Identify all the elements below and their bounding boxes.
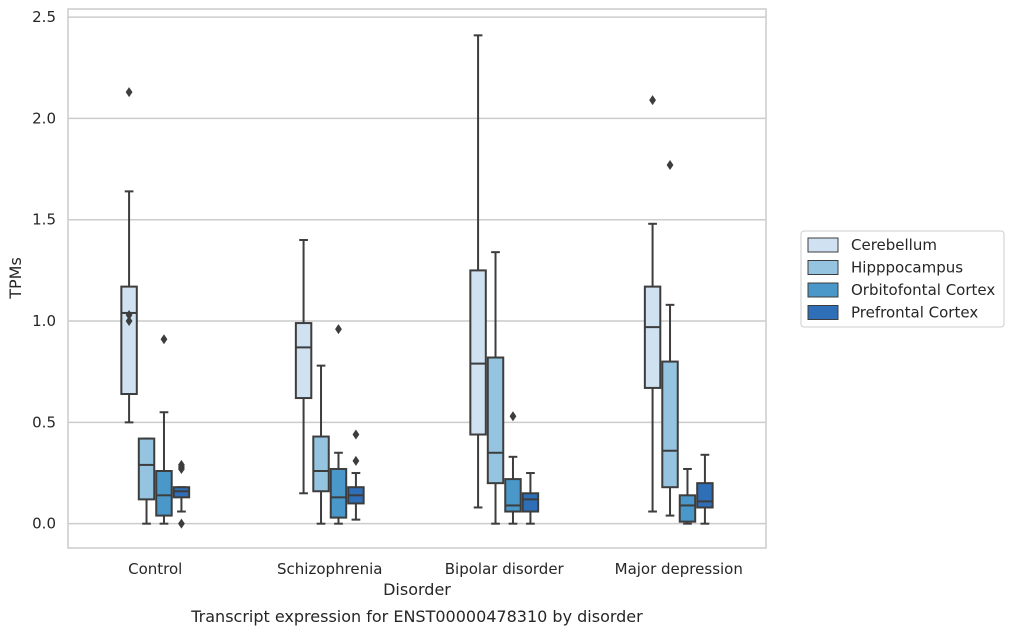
box-group: [294, 239, 313, 495]
box-group: [678, 467, 697, 525]
box-iqr: [521, 492, 540, 513]
box-group: [347, 429, 365, 521]
box-group: [329, 324, 348, 525]
legend-swatch: [807, 305, 839, 320]
legend-label: Prefrontal Cortex: [851, 304, 978, 322]
box-iqr: [312, 435, 330, 493]
x-tick-label: Bipolar disorder: [445, 560, 565, 578]
y-tick-label: 0.0: [32, 515, 56, 533]
legend-swatch: [807, 282, 839, 298]
gridlines: [68, 16, 766, 525]
outlier-point: [335, 324, 342, 335]
box-iqr: [155, 470, 173, 517]
x-tick-labels: Control Schizophrenia Bipolar disorder Majo…: [128, 560, 743, 578]
outlier-point: [666, 160, 674, 171]
box-iqr: [661, 360, 679, 489]
legend-box: [800, 230, 1005, 328]
box-iqr: [696, 482, 714, 509]
box-group: [137, 437, 156, 525]
outlier-point: [178, 518, 185, 529]
y-axis-title: TPMs: [6, 257, 25, 300]
box-group: [120, 87, 138, 424]
legend-label: Orbitofontal Cortex: [851, 281, 995, 299]
box-group: [155, 334, 173, 525]
x-axis-title: Disorder: [383, 580, 451, 599]
legend: Cerebellum Hipppocampus Orbitofontal Corte…: [800, 230, 1005, 328]
box-group: [469, 34, 487, 509]
boxes: [120, 34, 714, 529]
outlier-point: [509, 411, 517, 422]
box-group: [486, 251, 505, 525]
outlier-point: [160, 334, 168, 345]
outlier-point: [649, 95, 656, 106]
y-tick-label: 2.5: [32, 8, 56, 26]
legend-label: Cerebellum: [851, 236, 937, 254]
box-group: [643, 95, 662, 513]
legend-swatch: [807, 237, 839, 253]
box-iqr: [469, 269, 487, 436]
y-tick-label: 1.5: [32, 211, 56, 229]
box-group: [504, 411, 522, 525]
outlier-point: [178, 463, 185, 474]
outlier-point: [352, 429, 360, 440]
box-iqr: [137, 437, 156, 501]
box-iqr: [120, 285, 138, 395]
box-group: [696, 453, 714, 525]
plot-frame: [67, 8, 767, 549]
box-iqr: [329, 467, 348, 519]
y-tick-labels: 0.0 0.5 1.0 1.5 2.0 2.5: [32, 8, 56, 533]
outlier-point: [352, 455, 360, 466]
box-iqr: [172, 486, 191, 499]
y-tick-label: 1.0: [32, 312, 56, 330]
box-group: [172, 459, 191, 529]
legend-label: Hipppocampus: [851, 259, 963, 277]
box-iqr: [678, 494, 697, 523]
box-iqr: [486, 356, 505, 485]
legend-swatch: [807, 260, 839, 275]
box-group: [312, 364, 330, 525]
x-tick-label: Control: [128, 560, 182, 578]
y-tick-label: 0.5: [32, 413, 56, 431]
x-tick-label: Major depression: [615, 560, 743, 578]
box-group: [661, 160, 679, 517]
chart-title: Transcript expression for ENST0000047831…: [190, 607, 643, 626]
y-tick-label: 2.0: [32, 109, 56, 127]
outlier-point: [125, 87, 133, 98]
outlier-point: [125, 309, 133, 320]
box-iqr: [294, 322, 313, 400]
outlier-point: [125, 316, 133, 327]
box-iqr: [643, 285, 662, 389]
box-iqr: [504, 478, 522, 513]
x-tick-label: Schizophrenia: [277, 560, 382, 578]
box-group: [521, 472, 540, 525]
